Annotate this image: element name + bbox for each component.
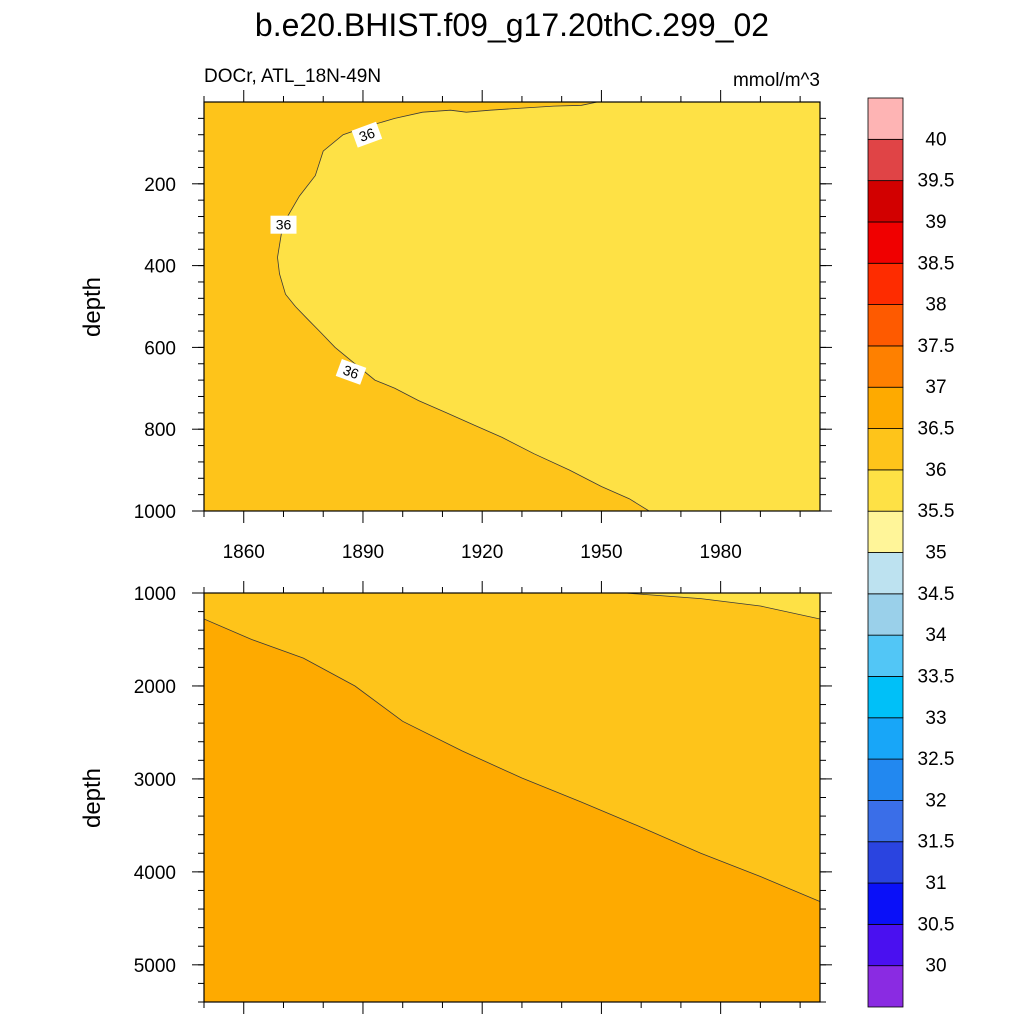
colorbar-label: 38	[925, 295, 946, 316]
colorbar-label: 37	[925, 377, 946, 398]
x-tick-label: 1920	[461, 542, 503, 563]
colorbar: 30 30.5 31 31.5 32 32.5 33 33.5 34 34.5 35 35.5 36 36…	[867, 97, 955, 1008]
colorbar-swatch	[867, 345, 904, 388]
y-tick-label: 200	[144, 175, 176, 196]
units-label: mmol/m^3	[733, 70, 820, 91]
colorbar-label: 34.5	[918, 584, 955, 605]
svg-text:36: 36	[341, 362, 361, 382]
colorbar-swatch	[867, 469, 904, 512]
colorbar-swatch	[867, 593, 904, 636]
colorbar-swatch	[867, 262, 904, 305]
upper-panel: DOCr, ATL_18N-49N mmol/m^3 depth 1860 189…	[79, 66, 832, 563]
contour-region-0	[277, 102, 820, 511]
colorbar-label: 35.5	[918, 501, 955, 522]
x-tick-label: 1950	[580, 542, 622, 563]
colorbar-label: 33	[925, 708, 946, 729]
y-tick-label: 2000	[134, 677, 176, 698]
colorbar-label: 32.5	[918, 749, 955, 770]
colorbar-label: 30.5	[918, 914, 955, 935]
y-tick-label: 600	[144, 338, 176, 359]
colorbar-swatch	[867, 97, 904, 140]
contour-label: 36	[351, 121, 383, 148]
svg-text:36: 36	[276, 217, 292, 233]
colorbar-label: 39.5	[918, 171, 955, 192]
colorbar-label: 36	[925, 460, 946, 481]
colorbar-swatch	[867, 180, 904, 223]
colorbar-swatch	[867, 758, 904, 801]
colorbar-label: 39	[925, 212, 946, 233]
colorbar-label: 37.5	[918, 336, 955, 357]
figure-title: b.e20.BHIST.f09_g17.20thC.299_02	[255, 7, 769, 43]
svg-text:36: 36	[357, 124, 377, 144]
x-tick-label: 1980	[700, 542, 742, 563]
y-tick-label: 3000	[134, 770, 176, 791]
colorbar-swatch	[867, 386, 904, 429]
colorbar-swatch	[867, 717, 904, 760]
colorbar-swatch	[867, 841, 904, 884]
colorbar-swatch	[867, 965, 904, 1008]
contour-label: 36	[270, 215, 297, 234]
colorbar-label: 32	[925, 790, 946, 811]
colorbar-swatch	[867, 304, 904, 347]
colorbar-label: 30	[925, 956, 946, 977]
colorbar-swatch	[867, 138, 904, 182]
colorbar-swatch	[867, 428, 904, 471]
contour-region-1	[625, 593, 820, 620]
lower-plot-area: 1000 2000 3000 4000 5000	[134, 581, 832, 1014]
colorbar-label: 31	[925, 873, 946, 894]
colorbar-label: 36.5	[918, 419, 955, 440]
colorbar-swatch	[867, 800, 904, 843]
y-tick-label: 5000	[134, 956, 176, 977]
x-tick-label: 1890	[342, 542, 384, 563]
colorbar-swatch	[867, 882, 904, 925]
plot-frame	[203, 101, 821, 512]
colorbar-label: 31.5	[918, 832, 955, 853]
colorbar-swatch	[867, 634, 904, 677]
colorbar-label: 38.5	[918, 253, 955, 274]
colorbar-swatch	[867, 923, 904, 967]
colorbar-swatch	[867, 221, 904, 264]
y-tick-label: 4000	[134, 863, 176, 884]
colorbar-label: 34	[925, 625, 947, 646]
colorbar-swatch	[867, 510, 904, 553]
contour-region-0	[204, 593, 820, 903]
y-tick-label: 400	[144, 257, 176, 278]
colorbar-label: 33.5	[918, 667, 955, 688]
lower-panel: depth 1000 2000 3000 4000 5000	[79, 581, 832, 1014]
colorbar-label: 40	[925, 129, 946, 150]
y-tick-label: 800	[144, 420, 176, 441]
x-tick-label: 1860	[223, 542, 265, 563]
y-tick-label: 1000	[134, 584, 176, 605]
left-subtitle: DOCr, ATL_18N-49N	[204, 66, 381, 87]
y-axis-label-lower: depth	[79, 768, 106, 828]
colorbar-swatch	[867, 552, 904, 595]
y-tick-label: 1000	[134, 502, 176, 523]
contour-label: 36	[335, 358, 367, 385]
colorbar-label: 35	[925, 543, 946, 564]
y-axis-label: depth	[79, 277, 106, 337]
colorbar-swatch	[867, 676, 904, 719]
upper-plot-area: 1860 1890 1920 1950 1980 200 400 600 800 1000 36 36…	[134, 90, 832, 563]
